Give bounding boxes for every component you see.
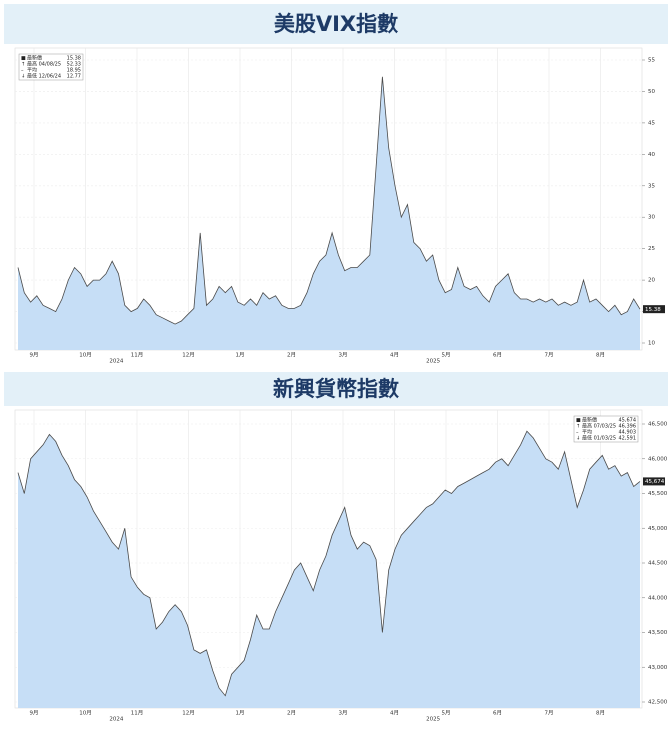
y-tick-label: 44,000 [648, 595, 668, 601]
chart-title: 美股VIX指數 [274, 12, 398, 36]
legend-value: 42,591 [619, 436, 637, 442]
legend-text: 平均 [27, 67, 37, 74]
legend-text: 最低 12/06/24 [27, 73, 61, 80]
latest-badge [643, 305, 665, 314]
x-tick-label: 6月 [493, 710, 502, 717]
x-tick-label: 6月 [493, 352, 502, 359]
legend-text: 最新價 [27, 55, 42, 62]
x-tick-label: 9月 [30, 710, 39, 717]
x-tick-label: 12月 [182, 710, 195, 717]
y-tick-label: 35 [648, 183, 655, 189]
year-label: 2025 [426, 717, 440, 723]
legend-symbol: ↑ [21, 62, 25, 68]
latest-badge [643, 477, 665, 486]
x-tick-label: 10月 [79, 352, 92, 359]
legend-value: 45,674 [619, 418, 637, 424]
legend-symbol: – [576, 430, 579, 436]
year-label: 2024 [109, 359, 123, 365]
y-tick-label: 45,000 [648, 526, 668, 532]
title-bar [4, 4, 668, 44]
legend-value: 18.95 [67, 68, 81, 74]
x-tick-label: 11月 [131, 710, 144, 717]
legend-text: 平均 [582, 429, 592, 436]
x-tick-label: 8月 [596, 710, 605, 717]
line [17, 76, 641, 325]
area [18, 76, 640, 351]
legend-value: 15.38 [67, 56, 81, 62]
y-tick-label: 55 [648, 58, 655, 64]
y-tick-label: 50 [648, 89, 655, 95]
legend-text: 最高 07/03/25 [582, 423, 616, 430]
x-tick-label: 4月 [390, 710, 399, 717]
x-tick-label: 10月 [79, 710, 92, 717]
area [18, 431, 640, 708]
legend-text: 最高 04/08/25 [27, 61, 61, 68]
x-tick-label: 8月 [596, 352, 605, 359]
line [17, 430, 641, 697]
y-tick-label: 46,000 [648, 456, 668, 462]
legend-value: 12.77 [67, 74, 81, 80]
x-tick-label: 7月 [545, 352, 554, 359]
x-tick-label: 2月 [287, 352, 296, 359]
legend-value: 52.33 [67, 62, 81, 68]
x-tick-label: 4月 [390, 352, 399, 359]
latest-label: 15.38 [645, 307, 661, 313]
x-tick-label: 1月 [236, 352, 245, 359]
year-label: 2024 [109, 717, 123, 723]
x-tick-label: 3月 [339, 352, 348, 359]
y-tick-label: 25 [648, 246, 655, 252]
x-tick-label: 1月 [236, 710, 245, 717]
x-tick-label: 2月 [287, 710, 296, 717]
y-tick-label: 45 [648, 120, 655, 126]
x-tick-label: 5月 [442, 710, 451, 717]
y-tick-label: 43,500 [648, 630, 668, 636]
legend-symbol: ↑ [576, 424, 580, 430]
x-tick-label: 9月 [30, 352, 39, 359]
legend-symbol: ↓ [576, 436, 580, 442]
latest-label: 45,674 [645, 479, 665, 485]
x-tick-label: 3月 [339, 710, 348, 717]
y-tick-label: 45,500 [648, 491, 668, 497]
y-tick-label: 44,500 [648, 561, 668, 567]
y-tick-label: 40 [648, 152, 655, 158]
legend-symbol: ↓ [21, 74, 25, 80]
legend-value: 44,903 [619, 430, 637, 436]
y-tick-label: 46,500 [648, 422, 668, 428]
title-bar [4, 372, 668, 406]
y-tick-label: 42,500 [648, 700, 668, 706]
y-tick-label: 20 [648, 278, 655, 284]
legend-value: 46,396 [619, 424, 637, 430]
x-tick-label: 11月 [131, 352, 144, 359]
legend-box [18, 53, 84, 81]
x-tick-label: 5月 [442, 352, 451, 359]
legend-symbol: – [21, 68, 24, 74]
x-tick-label: 12月 [182, 352, 195, 359]
legend-text: 最低 01/03/25 [582, 435, 616, 442]
y-tick-label: 10 [648, 341, 655, 347]
year-label: 2025 [426, 359, 440, 365]
y-tick-label: 43,000 [648, 665, 668, 671]
x-tick-label: 7月 [545, 710, 554, 717]
legend-box [573, 415, 639, 443]
chart-title: 新興貨幣指數 [273, 377, 399, 401]
legend-symbol: ■ [576, 418, 581, 424]
legend-text: 最新價 [582, 417, 597, 424]
legend-symbol: ■ [21, 56, 26, 62]
y-tick-label: 30 [648, 215, 655, 221]
